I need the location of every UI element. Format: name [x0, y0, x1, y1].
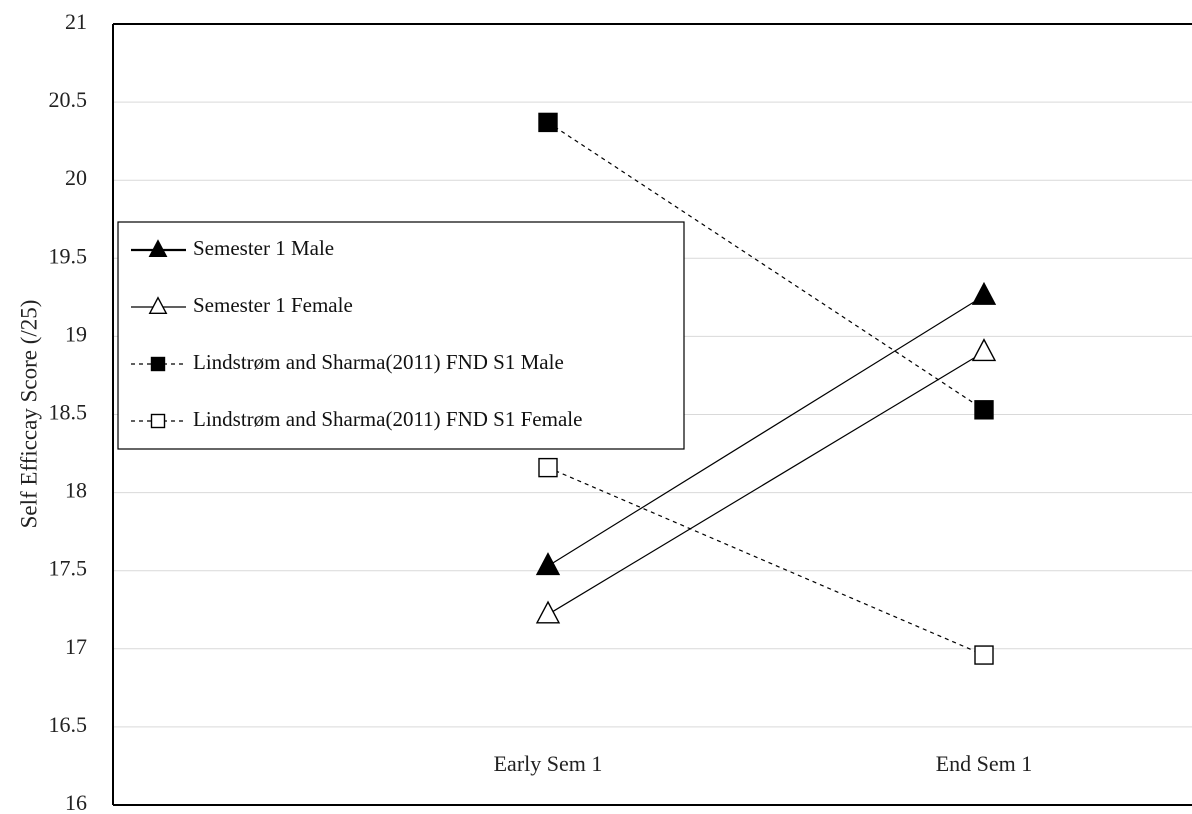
legend: Semester 1 Male Semester 1 Female Lindstrø…	[117, 221, 685, 450]
y-tick-label: 20.5	[49, 87, 88, 112]
triangle-marker	[535, 600, 561, 624]
y-tick-label: 16	[65, 790, 87, 814]
y-tick-label: 19.5	[49, 243, 88, 268]
series-line	[547, 467, 985, 656]
y-tick-label: 17	[65, 634, 87, 659]
y-tick-label: 18	[65, 478, 87, 503]
legend-item: Lindstrøm and Sharma(2011) FND S1 Male	[131, 350, 564, 374]
triangle-marker	[148, 239, 168, 257]
triangle-marker	[971, 281, 997, 305]
y-tick-label: 18.5	[49, 400, 88, 425]
y-tick-label: 20	[65, 165, 87, 190]
legend-label: Lindstrøm and Sharma(2011) FND S1 Male	[193, 350, 564, 374]
triangle-marker	[535, 552, 561, 576]
series-line	[547, 121, 985, 411]
square-marker	[150, 413, 166, 429]
series-line	[547, 351, 985, 615]
y-tick-labels: 16 16.5 17 17.5 18 18.5 19 19.5 20 20.5 21	[49, 9, 88, 814]
axes	[112, 23, 1192, 806]
square-marker	[974, 645, 994, 665]
legend-item: Semester 1 Male	[131, 236, 334, 260]
legend-item: Semester 1 Female	[131, 293, 353, 317]
series-lines	[547, 121, 985, 656]
legend-item: Lindstrøm and Sharma(2011) FND S1 Female	[131, 407, 582, 431]
y-tick-label: 17.5	[49, 556, 88, 581]
legend-label: Lindstrøm and Sharma(2011) FND S1 Female	[193, 407, 582, 431]
square-marker	[974, 400, 994, 420]
square-marker	[538, 457, 558, 478]
triangle-marker	[971, 338, 997, 362]
x-tick-labels: Early Sem 1 End Sem 1	[494, 751, 1033, 776]
y-tick-label: 16.5	[49, 712, 88, 737]
square-marker	[150, 356, 166, 372]
legend-box	[117, 221, 685, 450]
x-tick-label: End Sem 1	[936, 751, 1033, 776]
y-tick-label: 19	[65, 321, 87, 346]
legend-label: Semester 1 Female	[193, 293, 353, 317]
x-tick-label: Early Sem 1	[494, 751, 603, 776]
y-tick-label: 21	[65, 9, 87, 34]
y-axis-title: Self Efficcay Score (/25)	[16, 300, 41, 529]
series-line	[547, 295, 985, 567]
legend-label: Semester 1 Male	[193, 236, 334, 260]
triangle-marker	[148, 296, 168, 314]
series-markers	[535, 112, 997, 665]
square-marker	[538, 112, 558, 133]
